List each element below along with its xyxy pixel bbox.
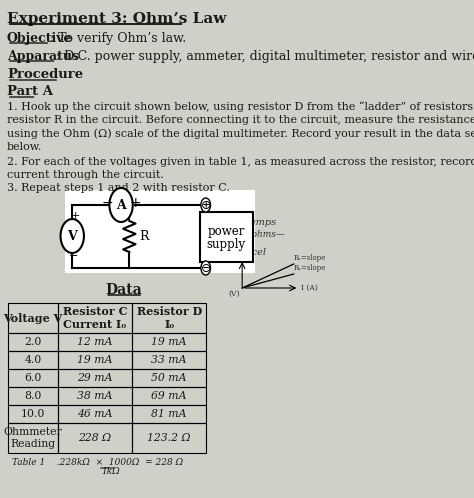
Text: 10.0: 10.0 <box>21 409 45 419</box>
Text: : To verify Ohm’s law.: : To verify Ohm’s law. <box>50 32 186 45</box>
Bar <box>132 405 206 423</box>
Text: +: + <box>70 211 80 221</box>
Circle shape <box>201 198 210 212</box>
Bar <box>132 369 206 387</box>
Text: V: V <box>67 230 77 243</box>
Text: 8.0: 8.0 <box>24 391 42 401</box>
Text: Rₑ=slope: Rₑ=slope <box>294 264 326 272</box>
Bar <box>8 405 58 423</box>
Text: 1kΩ: 1kΩ <box>101 467 120 476</box>
Text: —kiloohms—: —kiloohms— <box>227 230 286 239</box>
Text: R: R <box>139 230 148 243</box>
Text: 4.0: 4.0 <box>24 355 42 365</box>
Text: 123.2 Ω: 123.2 Ω <box>147 433 191 443</box>
Text: ⊕: ⊕ <box>201 199 211 212</box>
Bar <box>8 351 58 369</box>
Text: 228 Ω: 228 Ω <box>78 433 111 443</box>
Bar <box>132 333 206 351</box>
Bar <box>58 303 132 333</box>
Text: 19 mA: 19 mA <box>77 355 113 365</box>
Text: power: power <box>208 225 245 238</box>
Text: Excel: Excel <box>239 248 266 257</box>
Text: (V): (V) <box>228 290 240 298</box>
Circle shape <box>109 188 133 222</box>
Text: 81 mA: 81 mA <box>152 409 187 419</box>
Text: Experiment 3: Ohm’s Law: Experiment 3: Ohm’s Law <box>7 12 226 26</box>
Bar <box>58 423 132 453</box>
Text: −: − <box>101 196 113 210</box>
Bar <box>8 387 58 405</box>
Text: Data: Data <box>105 283 142 297</box>
Bar <box>58 387 132 405</box>
Text: 50 mA: 50 mA <box>152 373 187 383</box>
Text: Objective: Objective <box>7 32 73 45</box>
Text: Table 1    .228kΩ  ×  1000Ω  = 228 Ω: Table 1 .228kΩ × 1000Ω = 228 Ω <box>12 458 183 467</box>
Text: 2. For each of the voltages given in table 1, as measured across the resistor, r: 2. For each of the voltages given in tab… <box>7 157 474 180</box>
Text: Voltage V: Voltage V <box>3 313 63 324</box>
Text: Resistor C
Current I₀: Resistor C Current I₀ <box>63 306 127 330</box>
Bar <box>8 303 58 333</box>
Circle shape <box>61 219 84 253</box>
Bar <box>58 405 132 423</box>
Text: 1. Hook up the circuit shown below, using resistor D from the “ladder” of resist: 1. Hook up the circuit shown below, usin… <box>7 101 474 152</box>
Text: 46 mA: 46 mA <box>77 409 113 419</box>
Text: 69 mA: 69 mA <box>152 391 187 401</box>
Text: 12 mA: 12 mA <box>77 337 113 347</box>
Text: 2.0: 2.0 <box>24 337 42 347</box>
Text: Resistor D
I₀: Resistor D I₀ <box>137 306 202 330</box>
FancyBboxPatch shape <box>200 212 253 261</box>
Text: I (A): I (A) <box>301 284 318 292</box>
Bar <box>65 190 255 273</box>
Bar <box>8 333 58 351</box>
Bar <box>58 333 132 351</box>
Text: A: A <box>116 199 126 212</box>
Circle shape <box>201 261 210 275</box>
Text: 33 mA: 33 mA <box>152 355 187 365</box>
Text: 3. Repeat steps 1 and 2 with resistor C.: 3. Repeat steps 1 and 2 with resistor C. <box>7 183 230 193</box>
Text: milliamps: milliamps <box>228 218 276 227</box>
Bar <box>8 423 58 453</box>
Text: : D.C. power supply, ammeter, digital multimeter, resistor and wires: : D.C. power supply, ammeter, digital mu… <box>56 50 474 63</box>
Text: ⊖: ⊖ <box>201 261 211 274</box>
Text: Rₑ=slope: Rₑ=slope <box>294 254 326 262</box>
Text: 38 mA: 38 mA <box>77 391 113 401</box>
Bar <box>8 369 58 387</box>
Text: 6.0: 6.0 <box>24 373 42 383</box>
Text: 19 mA: 19 mA <box>152 337 187 347</box>
Text: Ohmmeter
Reading: Ohmmeter Reading <box>4 427 63 449</box>
Bar <box>58 351 132 369</box>
Text: +: + <box>129 196 141 210</box>
Bar <box>132 351 206 369</box>
Text: V↑: V↑ <box>228 252 240 260</box>
Text: −: − <box>69 251 78 261</box>
Text: Part A: Part A <box>7 85 53 98</box>
Bar <box>132 303 206 333</box>
Text: supply: supply <box>207 238 246 251</box>
Text: Apparatus: Apparatus <box>7 50 79 63</box>
Text: 29 mA: 29 mA <box>77 373 113 383</box>
Bar <box>132 423 206 453</box>
Bar <box>58 369 132 387</box>
Bar <box>132 387 206 405</box>
Text: Procedure: Procedure <box>7 68 83 81</box>
